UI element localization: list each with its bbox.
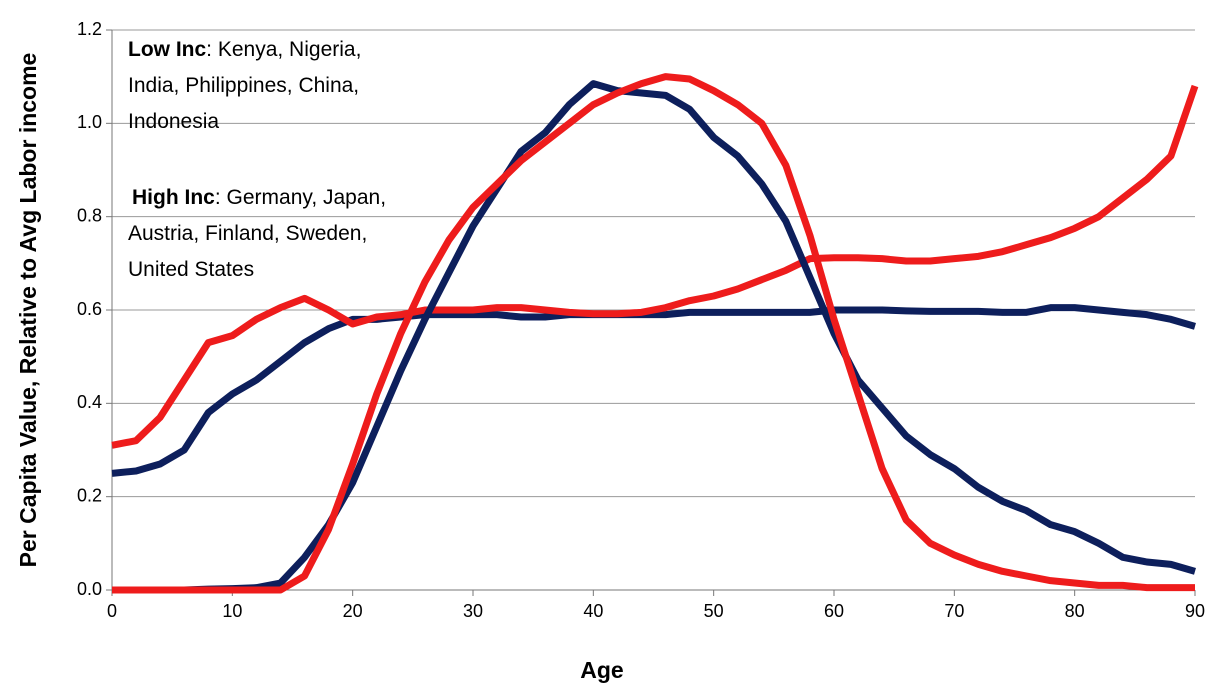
annotation-text: : Kenya, Nigeria, (206, 38, 361, 61)
series-line (112, 80, 1196, 594)
y-axis-label: Per Capita Value, Relative to Avg Labor … (15, 53, 41, 568)
annotation: Low Inc: Kenya, Nigeria, (128, 38, 361, 61)
x-tick-label: 10 (222, 601, 242, 621)
annotation: High Inc: Germany, Japan, (132, 186, 386, 209)
x-tick-label: 30 (463, 601, 483, 621)
y-tick-label: 0.8 (77, 205, 102, 225)
x-tick-label: 60 (824, 601, 844, 621)
series-line (111, 84, 1199, 449)
annotation-label: High Inc (132, 186, 215, 209)
x-tick-label: 0 (107, 601, 117, 621)
y-tick-label: 0.2 (77, 485, 102, 505)
annotation-text: India, Philippines, China, (128, 74, 359, 97)
annotation-text: Indonesia (128, 110, 219, 133)
series-line (112, 73, 1195, 594)
x-tick-label: 20 (343, 601, 363, 621)
annotation: Austria, Finland, Sweden, (128, 222, 367, 245)
annotation-label: Low Inc (128, 38, 206, 61)
y-tick-label: 0.4 (77, 392, 102, 412)
y-tick-label: 1.0 (77, 112, 102, 132)
series-line (111, 304, 1196, 477)
annotation-text: Austria, Finland, Sweden, (128, 222, 367, 245)
y-tick-label: 0.0 (77, 579, 102, 599)
annotation: Indonesia (128, 110, 219, 133)
x-axis-label: Age (580, 657, 623, 683)
x-tick-label: 50 (704, 601, 724, 621)
x-tick-label: 80 (1065, 601, 1085, 621)
annotation-text: United States (128, 258, 254, 281)
annotation: India, Philippines, China, (128, 74, 359, 97)
annotation-text: : Germany, Japan, (215, 186, 386, 209)
x-tick-label: 70 (944, 601, 964, 621)
x-tick-label: 90 (1185, 601, 1205, 621)
y-tick-label: 0.6 (77, 299, 102, 319)
annotation: United States (128, 258, 254, 281)
x-tick-label: 40 (583, 601, 603, 621)
y-tick-label: 1.2 (77, 19, 102, 39)
